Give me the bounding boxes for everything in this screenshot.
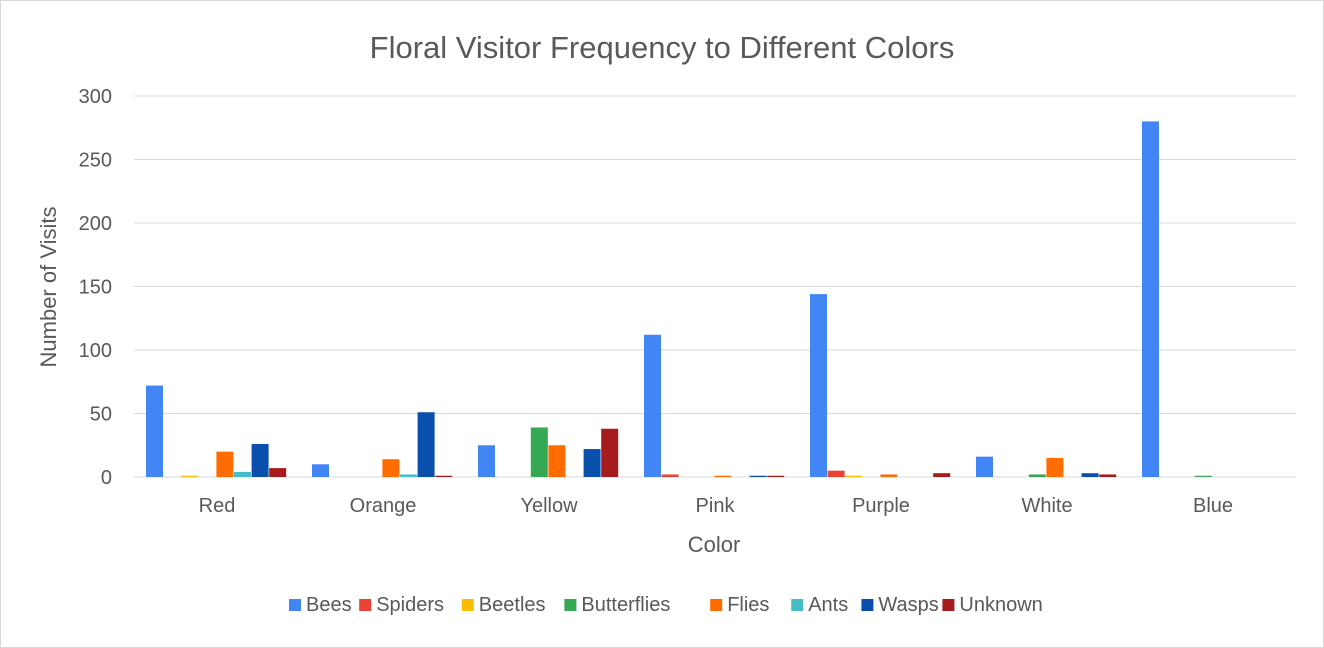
bar-bees-blue [1142, 121, 1159, 478]
bar-flies-yellow [548, 445, 566, 477]
y-tick-label: 300 [79, 86, 112, 108]
y-tick-label: 100 [79, 340, 112, 362]
bar-beetles-red [181, 475, 199, 477]
bar-unknown-pink [767, 475, 785, 477]
bar-bees-purple [810, 294, 827, 477]
legend-swatch-bees [289, 599, 301, 611]
bar-unknown-white [1099, 474, 1117, 477]
bar-beetles-purple [845, 475, 863, 477]
bar-flies-pink [714, 475, 732, 477]
y-tick-label: 50 [90, 404, 112, 426]
gridlines [134, 95, 1296, 478]
legend-label-butterflies: Butterflies [581, 594, 670, 616]
x-tick-label: Orange [350, 495, 417, 517]
bar-wasps-pink [749, 475, 767, 477]
legend-label-spiders: Spiders [376, 594, 444, 616]
y-tick-label: 200 [79, 213, 112, 235]
legend-label-unknown: Unknown [959, 594, 1042, 616]
x-tick-label: Pink [696, 495, 736, 517]
bar-flies-white [1046, 457, 1064, 477]
legend-label-flies: Flies [727, 594, 769, 616]
x-axis-label: Color [688, 532, 741, 557]
bar-bees-yellow [478, 445, 495, 477]
x-tick-label: White [1021, 495, 1072, 517]
bar-ants-red [234, 471, 251, 477]
y-tick-label: 0 [101, 467, 112, 489]
legend-swatch-unknown [942, 599, 955, 611]
x-tick-label: Purple [852, 495, 910, 517]
legend-label-beetles: Beetles [479, 594, 546, 616]
bar-ants-orange [400, 474, 417, 477]
legend: Bees Spiders Beetles Butterflies Flies Ants Wa… [289, 594, 1043, 616]
bar-bees-orange [312, 464, 329, 477]
bar-unknown-red [269, 468, 287, 477]
y-axis-label: Number of Visits [36, 207, 61, 368]
bar-butterflies-yellow [530, 427, 548, 477]
bar-spiders-purple [827, 470, 845, 477]
legend-swatch-spiders [359, 599, 372, 611]
bar-bees-red [146, 385, 163, 477]
x-tick-label: Yellow [520, 495, 578, 517]
bar-unknown-purple [933, 473, 951, 477]
bar-wasps-white [1081, 473, 1099, 477]
legend-label-ants: Ants [808, 594, 848, 616]
bar-unknown-orange [435, 475, 453, 477]
bar-flies-red [216, 451, 234, 477]
y-tick-label: 250 [79, 150, 112, 172]
bar-wasps-red [251, 443, 269, 477]
bar-unknown-yellow [601, 428, 619, 477]
legend-swatch-beetles [461, 599, 474, 611]
legend-swatch-wasps [861, 599, 874, 611]
x-tick-label: Red [199, 495, 236, 517]
x-axis-ticks: Red Orange Yellow Pink Purple White Blue [199, 495, 1233, 517]
legend-swatch-butterflies [564, 599, 577, 611]
legend-label-bees: Bees [306, 594, 352, 616]
chart-title: Floral Visitor Frequency to Different Co… [370, 30, 955, 65]
legend-swatch-ants [791, 599, 804, 611]
legend-swatch-flies [710, 599, 723, 611]
bar-spiders-pink [661, 474, 679, 477]
bar-butterflies-blue [1194, 475, 1212, 477]
bar-flies-purple [880, 474, 898, 477]
bars [146, 121, 1212, 478]
x-tick-label: Blue [1193, 495, 1233, 517]
bar-flies-orange [382, 459, 400, 477]
bar-bees-white [976, 456, 993, 477]
bar-bees-pink [644, 334, 661, 477]
legend-label-wasps: Wasps [878, 594, 938, 616]
bar-butterflies-white [1028, 474, 1046, 477]
y-tick-label: 150 [79, 277, 112, 299]
bar-wasps-yellow [583, 449, 601, 477]
bar-wasps-orange [417, 412, 435, 477]
y-axis-ticks: 0 50 100 150 200 250 300 [79, 86, 112, 489]
